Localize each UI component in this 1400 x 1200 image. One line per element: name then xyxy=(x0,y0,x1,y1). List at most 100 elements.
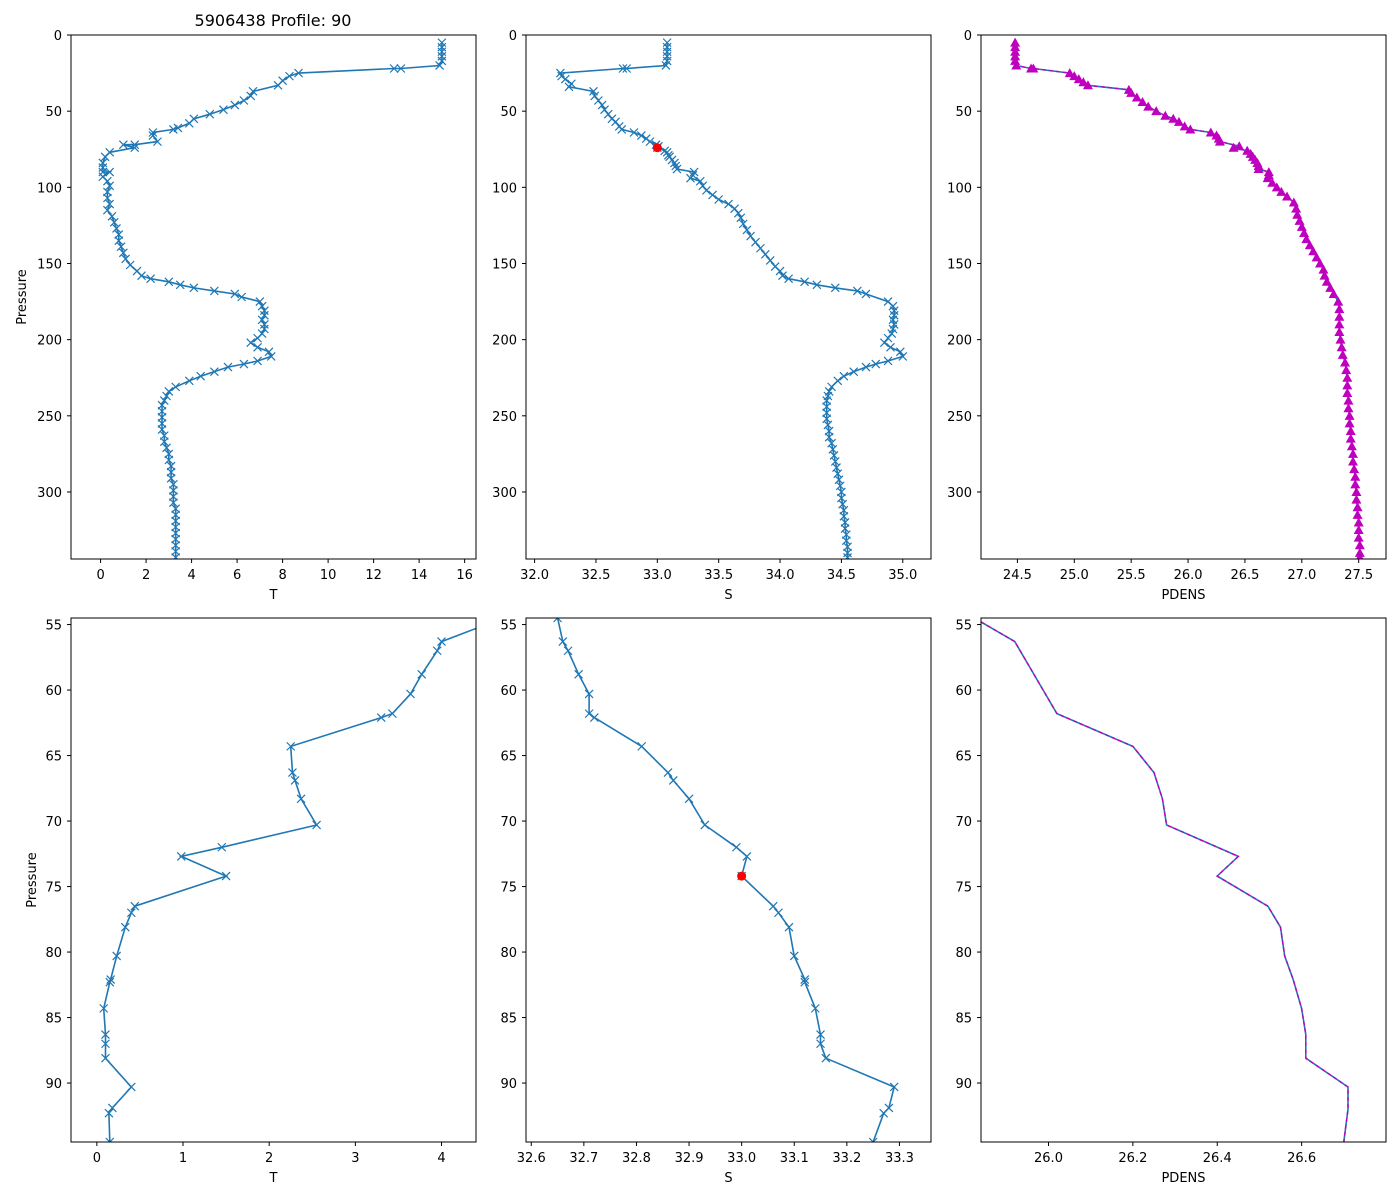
data-point-marker xyxy=(843,553,852,559)
x-tick-label: 1 xyxy=(179,1151,187,1166)
data-point-marker xyxy=(286,741,296,751)
y-tick-label: 100 xyxy=(37,181,62,196)
density-marker xyxy=(1179,121,1190,131)
density-marker xyxy=(1082,80,1093,90)
x-tick-label: 34.5 xyxy=(827,568,856,583)
data-point-marker xyxy=(253,356,262,366)
y-tick-label: 250 xyxy=(37,410,62,425)
data-point-marker xyxy=(432,646,442,656)
density-marker xyxy=(1173,116,1184,126)
x-tick-label: 12 xyxy=(365,568,382,583)
data-point-marker xyxy=(126,1082,136,1092)
panel-S-zoom: 32.6 32.7 32.8 32.9 33.0 33.1 33.2 33.3 55 60 65 70… xyxy=(500,617,932,1186)
data-point-marker xyxy=(590,91,600,101)
density-marker xyxy=(1282,191,1293,201)
data-point-marker xyxy=(112,951,122,961)
density-marker xyxy=(1010,51,1021,61)
data-point-marker xyxy=(597,100,607,110)
data-point-marker xyxy=(742,851,752,861)
x-tick-label: 32.8 xyxy=(622,1151,651,1166)
x-tick-label: 3 xyxy=(351,1151,359,1166)
data-point-marker xyxy=(746,231,756,241)
y-tick-label: 200 xyxy=(492,334,517,349)
y-tick-label: 70 xyxy=(45,815,62,830)
density-marker xyxy=(1353,532,1364,542)
data-point-marker xyxy=(724,199,733,209)
data-point-marker xyxy=(107,211,117,221)
data-point-marker xyxy=(168,125,178,134)
x-tick-label: 33.2 xyxy=(832,1151,861,1166)
axes-frame xyxy=(525,617,932,1143)
data-point-marker xyxy=(700,820,710,830)
series-line xyxy=(1014,42,1361,558)
data-point-marker xyxy=(755,243,765,253)
x-tick-label: 27.5 xyxy=(1344,568,1373,583)
data-point-marker xyxy=(168,498,178,508)
density-marker xyxy=(1131,92,1142,102)
data-point-marker xyxy=(558,637,568,647)
data-point-marker xyxy=(645,137,655,147)
data-point-marker xyxy=(895,347,905,357)
density-marker xyxy=(1328,288,1339,298)
density-marker xyxy=(1271,182,1282,192)
data-point-marker xyxy=(661,61,671,70)
density-marker xyxy=(1205,127,1216,137)
data-point-marker xyxy=(629,128,639,137)
y-tick-label: 50 xyxy=(500,105,517,120)
plot-area xyxy=(98,38,447,559)
axes-frame xyxy=(980,34,1387,560)
data-point-marker xyxy=(176,851,186,861)
x-tick-label: 4 xyxy=(437,1151,445,1166)
density-marker xyxy=(1345,433,1356,443)
y-tick-label: 90 xyxy=(955,1077,972,1092)
x-tick-label: 8 xyxy=(278,568,286,583)
data-point-marker xyxy=(617,125,627,134)
density-marker xyxy=(1253,164,1264,174)
data-point-marker xyxy=(148,128,158,137)
data-point-marker xyxy=(686,173,695,183)
x-tick-label: 6 xyxy=(233,568,241,583)
x-tick-label: 32.6 xyxy=(517,1151,546,1166)
data-point-marker xyxy=(120,922,130,932)
y-tick-label: 50 xyxy=(45,105,62,120)
density-marker xyxy=(1337,349,1348,359)
flagged-point xyxy=(737,871,747,881)
data-point-marker xyxy=(564,82,574,92)
data-point-marker xyxy=(789,951,799,961)
y-tick-label: 65 xyxy=(45,750,62,765)
density-marker xyxy=(1348,456,1359,466)
density-marker xyxy=(1267,177,1278,187)
panel-T-full: 0 2 4 6 8 10 12 14 16 0 50 100 150 200 250 300 T Pressure xyxy=(15,29,477,603)
density-marker xyxy=(1334,304,1345,314)
data-point-marker xyxy=(253,333,262,343)
plot-area xyxy=(555,38,908,559)
data-point-marker xyxy=(701,185,711,195)
data-point-marker xyxy=(264,347,274,357)
x-tick-label: 26.4 xyxy=(1203,1151,1232,1166)
data-point-marker xyxy=(742,225,752,235)
data-point-marker xyxy=(708,190,717,200)
data-point-marker xyxy=(593,96,603,105)
panel-PDENS-full: 24.5 25.0 25.5 26.0 26.5 27.0 27.5 0 50 100 150 200… xyxy=(947,29,1387,603)
density-marker xyxy=(1334,327,1345,337)
data-point-marker xyxy=(774,908,783,918)
density-marker xyxy=(1350,471,1361,481)
density-marker xyxy=(1352,502,1363,512)
data-point-marker xyxy=(387,709,397,719)
data-point-marker xyxy=(760,249,770,259)
data-point-marker xyxy=(130,143,140,153)
x-tick-label: 16 xyxy=(456,568,473,583)
plot-area xyxy=(1010,37,1365,559)
data-point-marker xyxy=(248,86,258,96)
data-point-marker xyxy=(257,301,267,311)
data-point-marker xyxy=(887,329,897,338)
x-tick-label: 32.5 xyxy=(581,568,610,583)
x-tick-label: 2 xyxy=(265,1151,273,1166)
data-point-marker xyxy=(879,338,889,348)
data-point-marker xyxy=(736,213,746,223)
x-tick-label: 4 xyxy=(187,568,195,583)
data-point-marker xyxy=(435,61,445,70)
x-tick-label: 26.6 xyxy=(1287,1151,1316,1166)
y-tick-label: 75 xyxy=(45,881,62,896)
